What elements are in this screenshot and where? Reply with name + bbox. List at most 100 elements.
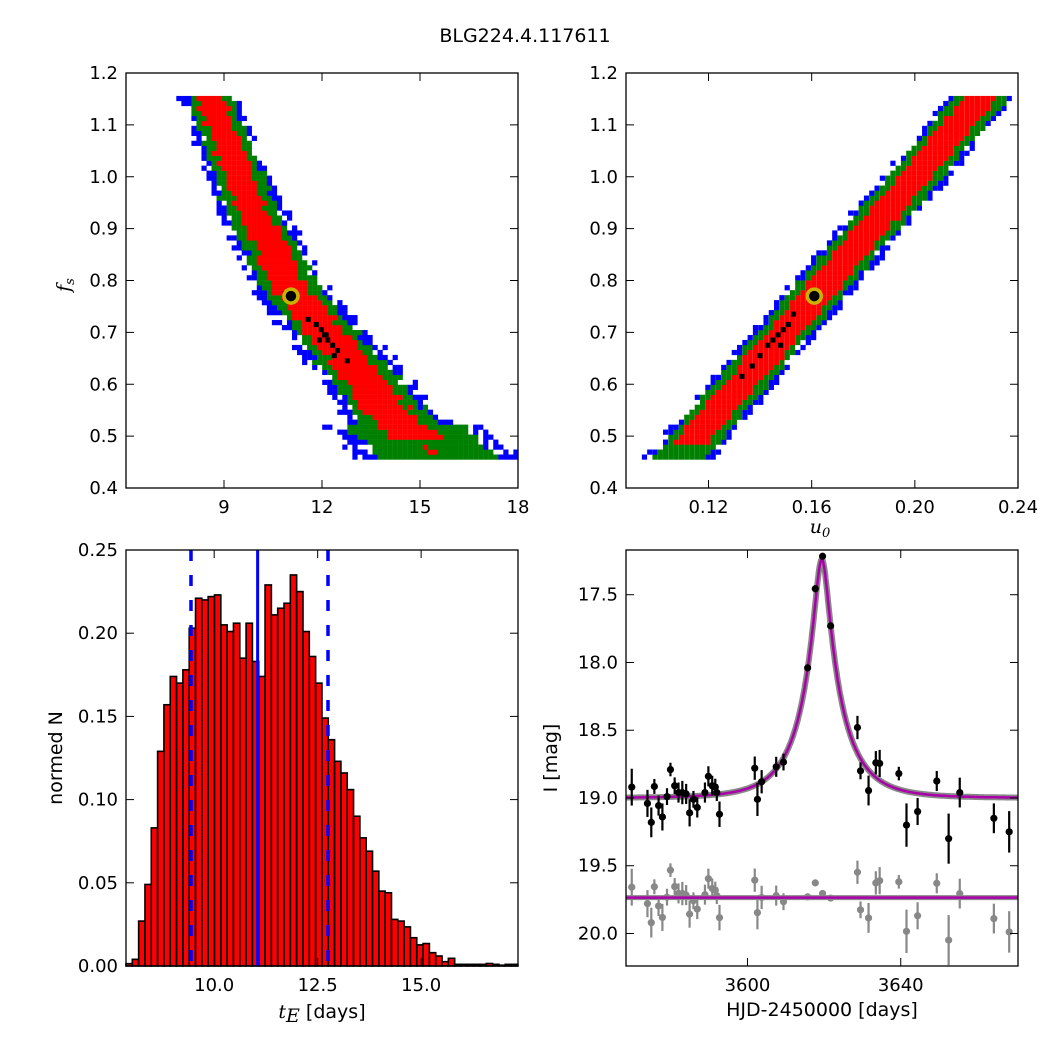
density-cell	[327, 310, 333, 316]
density-cell	[292, 280, 298, 286]
density-cell	[261, 250, 268, 256]
density-cell	[678, 424, 685, 430]
density-cell	[737, 364, 743, 371]
density-cell	[853, 265, 859, 271]
density-cell	[337, 305, 343, 311]
density-cell	[367, 399, 373, 405]
x-tick-label: 3640	[878, 975, 924, 996]
density-cell	[805, 270, 811, 276]
density-cell	[231, 145, 237, 151]
density-cell	[261, 230, 268, 236]
density-cell	[768, 344, 774, 351]
density-cell	[392, 374, 398, 381]
density-cell	[689, 434, 695, 440]
density-cell	[853, 210, 859, 216]
density-cell	[853, 240, 859, 246]
density-cell	[705, 399, 711, 405]
density-cell	[297, 315, 303, 321]
density-cell	[837, 275, 843, 281]
density-cell	[221, 120, 227, 127]
density-cell	[221, 160, 227, 166]
density-cell	[286, 215, 293, 221]
density-cell	[337, 300, 343, 306]
density-cell	[327, 354, 333, 361]
density-cell	[990, 105, 996, 112]
density-cell	[261, 260, 268, 266]
density-cell	[874, 200, 880, 206]
density-cell	[352, 379, 358, 385]
density-cell	[731, 399, 737, 405]
density-cell	[307, 280, 313, 286]
histogram-bar	[175, 682, 184, 967]
density-cell	[863, 205, 870, 211]
density-cell	[286, 320, 293, 326]
density-cell	[710, 439, 716, 445]
density-cell	[332, 389, 338, 395]
density-cell	[372, 414, 378, 420]
x-tick-label: 10.0	[194, 975, 234, 996]
density-cell	[726, 394, 732, 400]
density-cell	[236, 230, 242, 236]
density-cell	[372, 354, 378, 361]
density-cell	[216, 200, 222, 206]
density-cell	[422, 434, 429, 440]
density-cell	[863, 255, 870, 261]
density-cell	[953, 135, 959, 141]
density-cell	[367, 364, 373, 371]
density-cell	[737, 404, 743, 410]
density-cell	[276, 250, 283, 256]
density-cell	[236, 120, 242, 127]
density-cell	[236, 245, 242, 251]
density-cell	[256, 215, 262, 221]
density-cell	[731, 379, 737, 385]
density-cell	[236, 225, 242, 231]
density-cell	[694, 429, 700, 435]
density-cell	[357, 329, 363, 336]
density-cell	[261, 175, 268, 181]
density-cell	[286, 250, 293, 256]
density-cell	[226, 190, 232, 196]
density-cell	[332, 334, 338, 341]
density-cell	[948, 115, 954, 122]
density-cell	[337, 320, 343, 326]
density-cell	[211, 160, 217, 166]
density-cell	[784, 300, 790, 306]
density-cell	[206, 140, 212, 146]
density-cell	[731, 364, 737, 371]
residual-point	[650, 883, 658, 891]
residual-point	[643, 900, 652, 908]
density-cell	[652, 454, 658, 460]
density-cell	[869, 200, 875, 206]
density-cell	[885, 180, 891, 186]
density-cell	[996, 100, 1002, 107]
density-cell	[382, 429, 388, 435]
density-cell	[789, 325, 796, 331]
density-cell	[362, 374, 368, 381]
density-cell	[684, 434, 690, 440]
density-cell	[216, 105, 222, 112]
density-cell	[842, 245, 848, 251]
density-cell	[710, 384, 716, 390]
density-cell	[953, 155, 959, 161]
density-cell	[397, 439, 403, 445]
density-cell	[422, 409, 429, 415]
density-cell	[251, 265, 257, 271]
density-cell	[256, 260, 262, 266]
density-cell	[236, 165, 242, 171]
density-cell	[710, 444, 716, 450]
density-cell	[953, 160, 959, 166]
density-cell	[256, 205, 262, 211]
density-cell	[842, 270, 848, 276]
density-cell	[842, 260, 848, 266]
density-cell	[678, 439, 685, 445]
density-cell	[382, 369, 388, 376]
density-cell	[747, 399, 753, 405]
y-tick-label: 0.9	[589, 219, 618, 240]
density-cell	[271, 280, 278, 286]
y-tick-label: 1.1	[589, 115, 618, 136]
density-cell	[858, 205, 864, 211]
density-cell	[387, 429, 393, 435]
density-cell	[297, 300, 303, 306]
density-cell	[715, 434, 722, 440]
density-cell	[302, 270, 308, 276]
